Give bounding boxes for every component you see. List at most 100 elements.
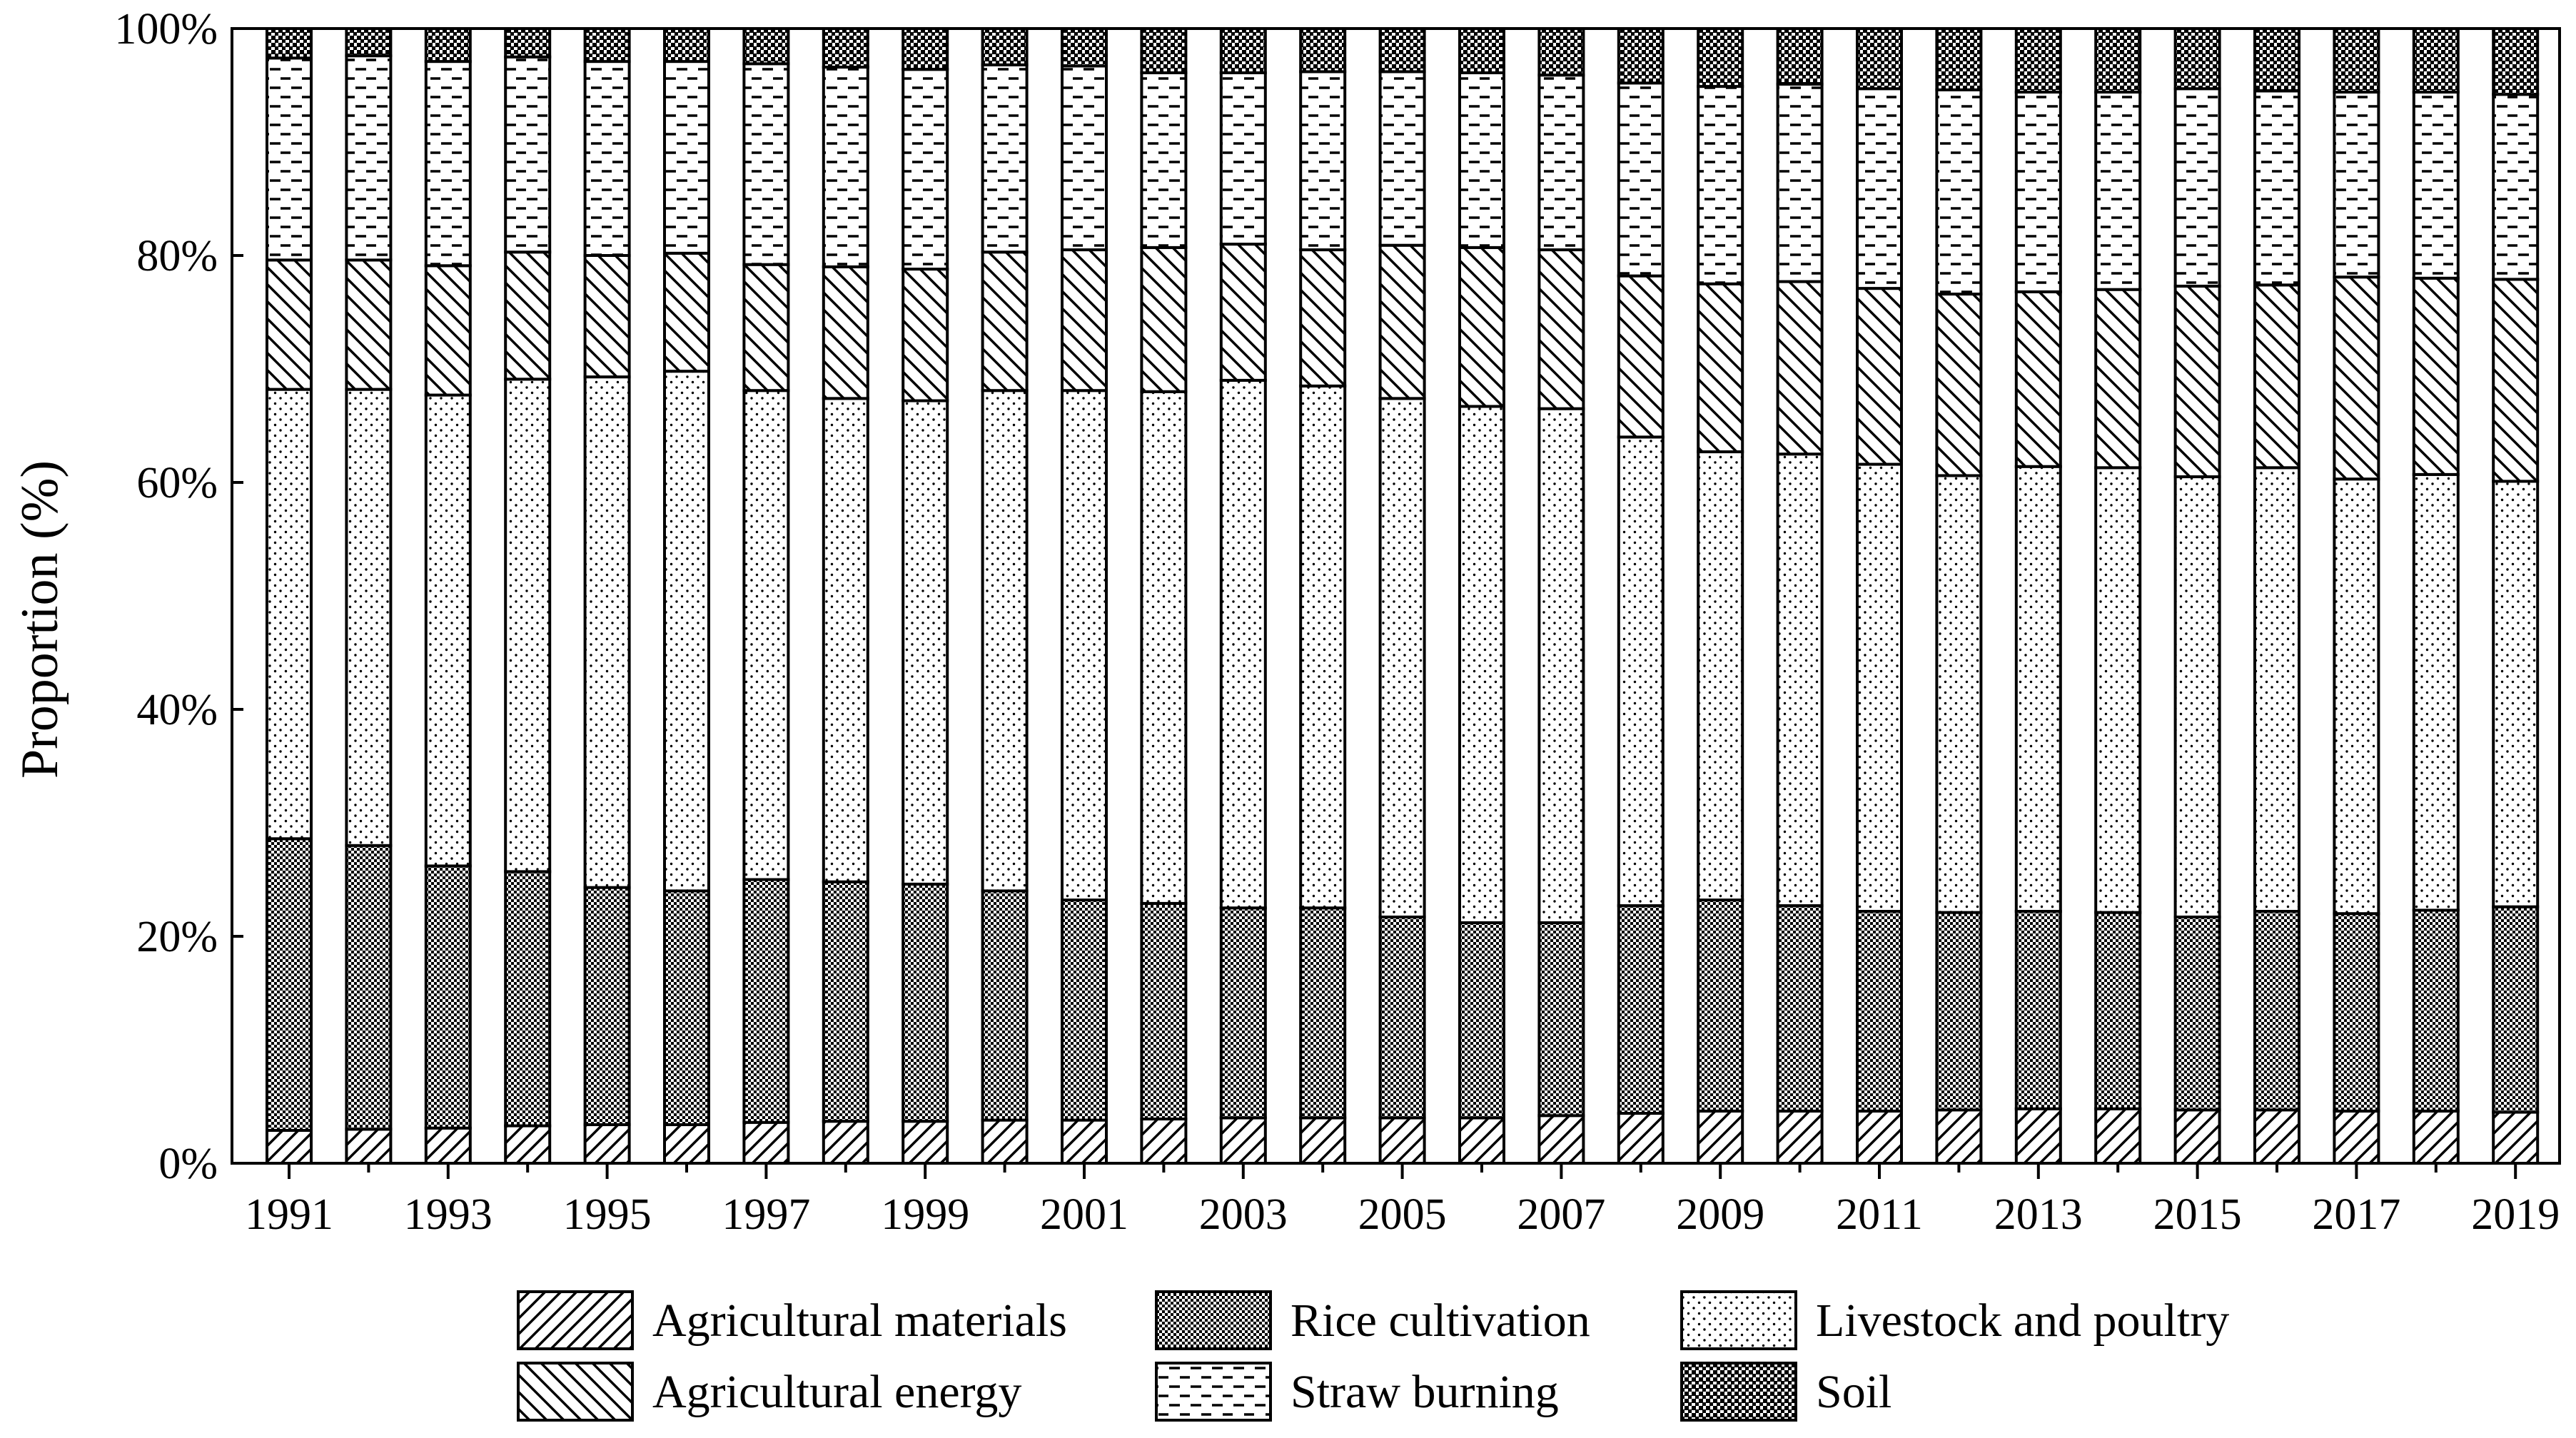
x-tick-label-1991: 1991 (245, 1190, 333, 1239)
legend-label-agricultural-energy: Agricultural energy (652, 1366, 1021, 1418)
bar-segment-rice-cultivation-1996 (663, 889, 710, 1126)
bar-segment-livestock-and-poultry-2017 (2333, 477, 2380, 916)
bar-segment-soil-1995 (583, 27, 631, 64)
bar-segment-soil-1994 (504, 27, 552, 59)
bar-segment-agricultural-energy-2002 (1140, 245, 1188, 393)
bar-segment-soil-1996 (663, 27, 710, 64)
legend-label-straw-burning: Straw burning (1290, 1366, 1559, 1418)
bar-segment-soil-2004 (1299, 27, 1347, 74)
bar-segment-straw-burning-2007 (1537, 74, 1585, 252)
bar-segment-soil-2007 (1537, 27, 1585, 77)
bar-segment-rice-cultivation-2013 (2014, 910, 2062, 1110)
bar-segment-agricultural-energy-2000 (981, 250, 1029, 393)
bar-segment-agricultural-materials-2008 (1617, 1112, 1665, 1165)
y-tick-label-80: 80% (136, 232, 218, 280)
bar-segment-agricultural-materials-1998 (822, 1120, 869, 1165)
bar-segment-rice-cultivation-2001 (1061, 898, 1108, 1122)
bar-segment-agricultural-energy-1991 (266, 258, 313, 391)
bar-segment-agricultural-materials-1993 (424, 1126, 472, 1165)
bar-segment-straw-burning-2009 (1697, 85, 1744, 285)
bar-segment-straw-burning-2006 (1458, 71, 1505, 249)
bar-segment-straw-burning-2011 (1856, 87, 1903, 290)
legend-swatch-livestock-and-poultry (1680, 1290, 1797, 1350)
bar-segment-rice-cultivation-2012 (1935, 911, 1983, 1112)
bar-segment-straw-burning-1992 (345, 54, 393, 262)
bar-segment-livestock-and-poultry-2019 (2492, 480, 2540, 908)
y-tick-label-100: 100% (114, 5, 218, 54)
bar-segment-livestock-and-poultry-1993 (424, 393, 472, 868)
plot-frame (231, 27, 2561, 1165)
bar-segment-agricultural-energy-2012 (1935, 293, 1983, 477)
bar-segment-straw-burning-1998 (822, 66, 869, 268)
bar-segment-soil-2008 (1617, 27, 1665, 85)
bar-segment-soil-1992 (345, 27, 393, 58)
legend-item-livestock-and-poultry: Livestock and poultry (1680, 1290, 2229, 1350)
x-tick-label-2001: 2001 (1040, 1190, 1128, 1239)
bar-segment-soil-1998 (822, 27, 869, 69)
bar-segment-soil-2005 (1378, 27, 1426, 74)
bar-segment-livestock-and-poultry-2016 (2253, 466, 2300, 913)
legend-swatch-straw-burning (1155, 1362, 1272, 1422)
bar-segment-straw-burning-1996 (663, 60, 710, 255)
bar-segment-soil-1999 (901, 27, 949, 71)
bar-segment-soil-2000 (981, 27, 1029, 66)
bar-segment-agricultural-energy-2015 (2173, 284, 2221, 479)
bar-segment-agricultural-energy-2009 (1697, 282, 1744, 454)
bar-segment-livestock-and-poultry-2011 (1856, 462, 1903, 913)
bar-segment-soil-2011 (1856, 27, 1903, 91)
bar-segment-soil-1993 (424, 27, 472, 64)
x-tick-label-1997: 1997 (722, 1190, 810, 1239)
bar-segment-agricultural-energy-1993 (424, 264, 472, 397)
bar-segment-livestock-and-poultry-2015 (2173, 475, 2221, 918)
bar-segment-livestock-and-poultry-2006 (1458, 405, 1505, 924)
bar-segment-livestock-and-poultry-2007 (1537, 407, 1585, 924)
bar-segment-soil-2010 (1776, 27, 1824, 86)
bar-segment-agricultural-materials-2014 (2094, 1107, 2142, 1165)
bar-segment-agricultural-materials-2002 (1140, 1117, 1188, 1165)
y-tick-label-60: 60% (136, 459, 218, 507)
bar-segment-agricultural-materials-2016 (2253, 1108, 2300, 1165)
bar-segment-straw-burning-2005 (1378, 70, 1426, 247)
bar-segment-agricultural-energy-2004 (1299, 248, 1347, 388)
x-tick-label-2013: 2013 (1994, 1190, 2083, 1239)
bar-segment-livestock-and-poultry-1991 (266, 388, 313, 841)
bar-segment-agricultural-energy-2013 (2014, 290, 2062, 468)
bar-segment-straw-burning-2015 (2173, 87, 2221, 288)
legend-item-agricultural-energy: Agricultural energy (517, 1362, 1021, 1422)
bar-segment-straw-burning-2000 (981, 63, 1029, 254)
bar-segment-straw-burning-2012 (1935, 88, 1983, 296)
legend-item-rice-cultivation: Rice cultivation (1155, 1290, 1590, 1350)
bar-segment-soil-2006 (1458, 27, 1505, 75)
bar-segment-agricultural-materials-2007 (1537, 1114, 1585, 1165)
bar-segment-straw-burning-2008 (1617, 81, 1665, 278)
bar-segment-agricultural-materials-2012 (1935, 1108, 1983, 1165)
bar-segment-straw-burning-2013 (2014, 91, 2062, 293)
bar-segment-livestock-and-poultry-1996 (663, 370, 710, 893)
bar-segment-agricultural-energy-1999 (901, 268, 949, 402)
legend-swatch-agricultural-materials (517, 1290, 634, 1350)
bar-segment-straw-burning-2002 (1140, 71, 1188, 249)
bar-segment-rice-cultivation-1999 (901, 882, 949, 1123)
bar-segment-agricultural-energy-2019 (2492, 278, 2540, 483)
bar-segment-agricultural-energy-1998 (822, 265, 869, 400)
bar-segment-agricultural-materials-1995 (583, 1123, 631, 1165)
bar-segment-agricultural-materials-2005 (1378, 1116, 1426, 1165)
bar-segment-livestock-and-poultry-2002 (1140, 390, 1188, 905)
bar-segment-straw-burning-2003 (1219, 71, 1267, 246)
bar-segment-livestock-and-poultry-2001 (1061, 389, 1108, 902)
x-tick-label-2015: 2015 (2153, 1190, 2242, 1239)
bar-segment-agricultural-materials-2004 (1299, 1116, 1347, 1165)
bar-segment-livestock-and-poultry-1998 (822, 397, 869, 883)
bar-segment-agricultural-materials-1999 (901, 1120, 949, 1165)
bar-segment-rice-cultivation-1997 (742, 878, 790, 1124)
bar-segment-straw-burning-2018 (2412, 91, 2460, 280)
bars-group (266, 27, 2540, 1165)
bar-segment-agricultural-materials-1994 (504, 1124, 552, 1165)
bar-segment-rice-cultivation-1995 (583, 886, 631, 1126)
bar-segment-straw-burning-1997 (742, 62, 790, 266)
bar-segment-agricultural-materials-1996 (663, 1123, 710, 1165)
bar-segment-straw-burning-1999 (901, 68, 949, 271)
bar-segment-livestock-and-poultry-1992 (345, 388, 393, 847)
bar-segment-agricultural-materials-2013 (2014, 1107, 2062, 1165)
bar-segment-soil-2002 (1140, 27, 1188, 75)
